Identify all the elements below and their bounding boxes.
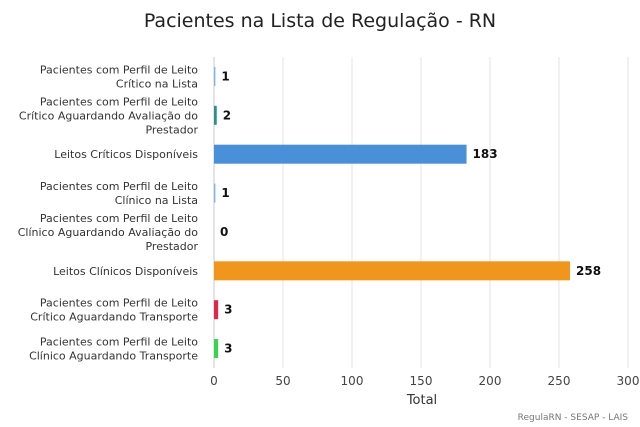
category-label: Pacientes com Perfil de Leito Clínico na … — [40, 180, 198, 207]
category-label-line: Clínico na Lista — [115, 194, 198, 207]
data-label: 1 — [221, 186, 229, 200]
bar[interactable] — [214, 66, 216, 86]
bars: 1 2 183 1 0 258 3 3 — [214, 66, 601, 359]
category-label: Pacientes com Perfil de Leito Clínico Agu… — [29, 336, 198, 363]
credits[interactable]: RegulaRN - SESAP - LAIS — [518, 413, 629, 423]
category-label-line: Crítico na Lista — [116, 77, 198, 90]
bar[interactable] — [214, 300, 219, 320]
bar[interactable] — [214, 105, 217, 125]
x-tick-label: 50 — [275, 374, 290, 388]
data-label: 3 — [224, 342, 232, 356]
category-label-line: Leitos Clínicos Disponíveis — [53, 265, 198, 278]
x-axis-label: Total — [406, 393, 437, 408]
grid — [213, 57, 629, 368]
data-label: 183 — [473, 147, 498, 161]
x-tick-label: 0 — [210, 374, 218, 388]
data-label: 1 — [221, 69, 229, 83]
category-labels: Pacientes com Perfil de Leito Crítico na … — [18, 63, 199, 362]
x-axis-ticks: 0 50 100 150 200 250 300 — [210, 374, 639, 388]
category-label-line: Clínico Aguardando Transporte — [29, 350, 198, 363]
category-label: Leitos Clínicos Disponíveis — [53, 265, 198, 278]
category-label-line: Pacientes com Perfil de Leito — [40, 180, 198, 193]
x-tick-label: 100 — [341, 374, 364, 388]
category-label: Pacientes com Perfil de Leito Clínico Agu… — [18, 212, 199, 253]
x-tick-label: 150 — [410, 374, 433, 388]
chart-title: Pacientes na Lista de Regulação - RN — [144, 10, 496, 32]
category-label-line: Pacientes com Perfil de Leito — [40, 336, 198, 349]
category-label-line: Prestador — [145, 240, 198, 253]
category-label: Pacientes com Perfil de Leito Crítico Agu… — [19, 95, 199, 136]
category-label: Leitos Críticos Disponíveis — [54, 148, 198, 161]
data-label: 3 — [224, 303, 232, 317]
category-label-line: Clínico Aguardando Avaliação do — [18, 226, 199, 239]
category-label-line: Pacientes com Perfil de Leito — [40, 63, 198, 76]
data-label: 258 — [576, 264, 601, 278]
category-label-line: Leitos Críticos Disponíveis — [54, 148, 198, 161]
category-label: Pacientes com Perfil de Leito Crítico na … — [40, 63, 198, 90]
x-tick-label: 300 — [617, 374, 640, 388]
category-label-line: Crítico Aguardando Avaliação do — [19, 109, 198, 122]
category-label-line: Prestador — [145, 123, 198, 136]
bar[interactable] — [214, 183, 216, 203]
bar[interactable] — [214, 261, 571, 281]
x-tick-label: 250 — [548, 374, 571, 388]
bar[interactable] — [214, 339, 219, 359]
data-label: 0 — [220, 225, 228, 239]
category-label-line: Pacientes com Perfil de Leito — [40, 95, 198, 108]
bar[interactable] — [214, 144, 467, 164]
x-tick-label: 200 — [479, 374, 502, 388]
category-label-line: Pacientes com Perfil de Leito — [40, 212, 198, 225]
data-label: 2 — [223, 108, 231, 122]
category-label-line: Crítico Aguardando Transporte — [30, 311, 198, 324]
category-label-line: Pacientes com Perfil de Leito — [40, 297, 198, 310]
category-label: Pacientes com Perfil de Leito Crítico Agu… — [30, 297, 198, 324]
